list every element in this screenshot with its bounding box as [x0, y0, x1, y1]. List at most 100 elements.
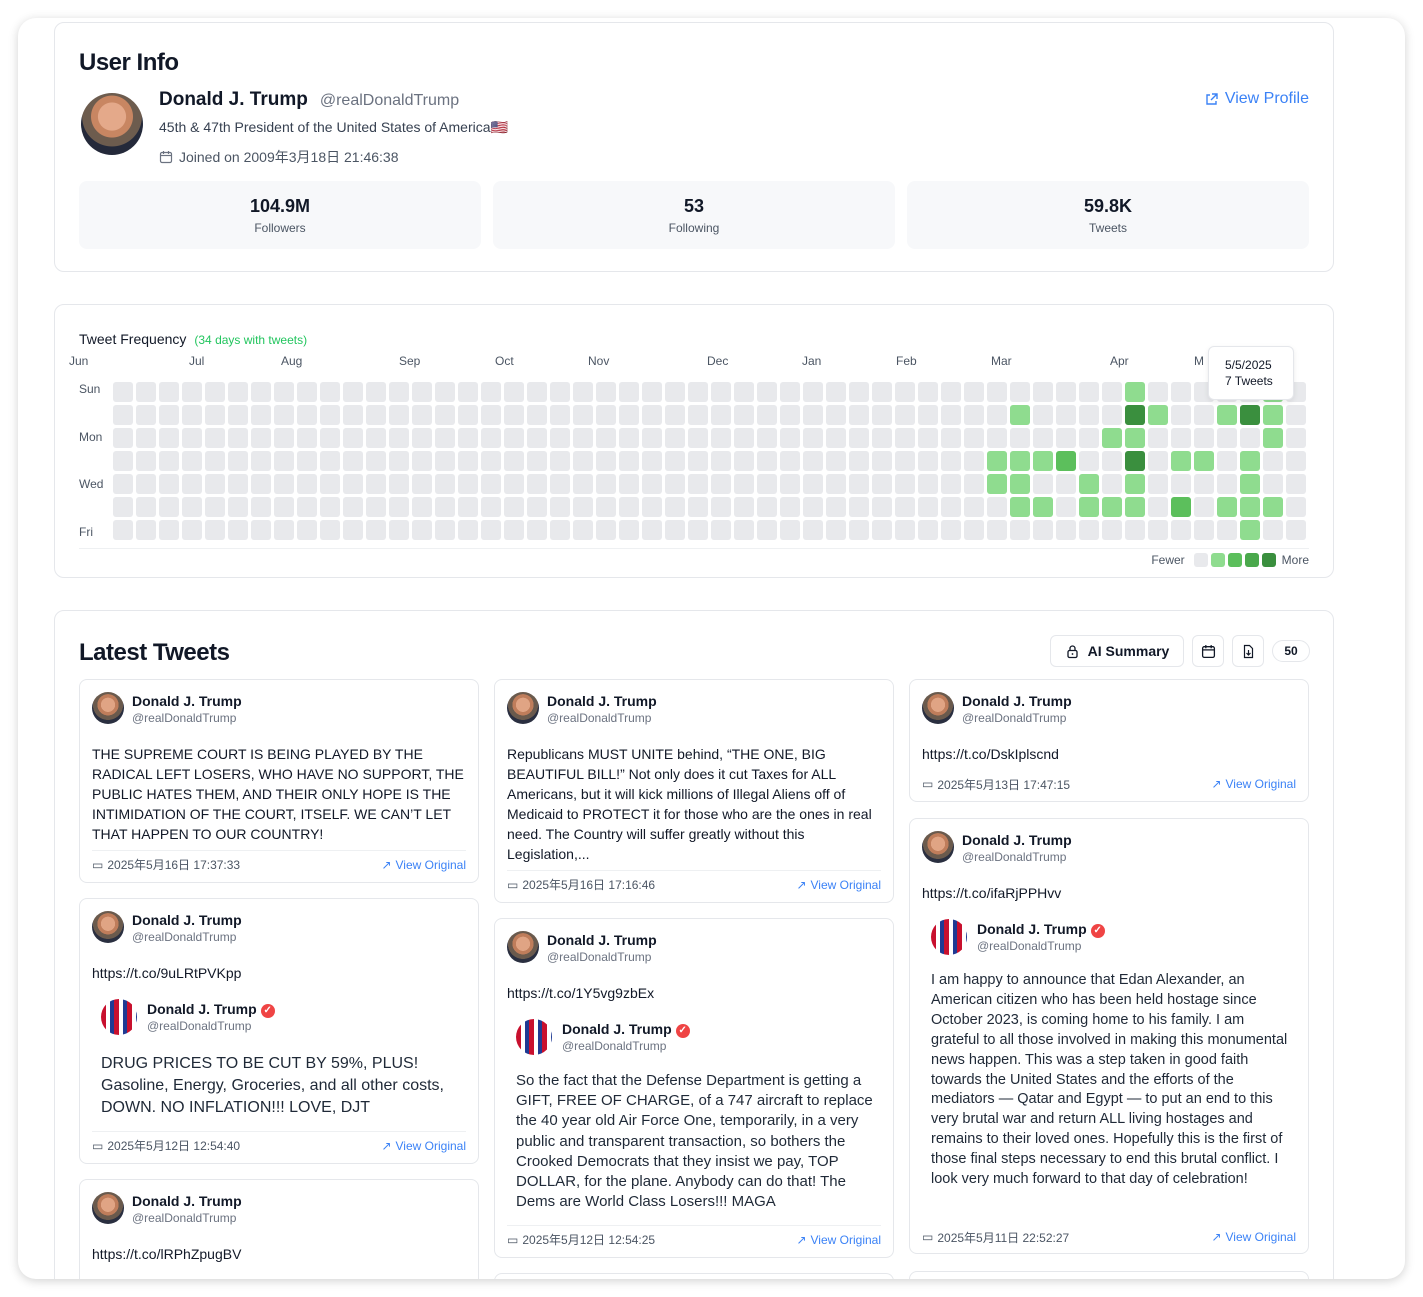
heatmap-cell[interactable] [1125, 520, 1145, 540]
heatmap-cell[interactable] [1171, 382, 1191, 402]
heatmap-cell[interactable] [1102, 405, 1122, 425]
heatmap-cell[interactable] [504, 520, 524, 540]
heatmap-cell[interactable] [734, 474, 754, 494]
heatmap-cell[interactable] [205, 474, 225, 494]
heatmap-cell[interactable] [481, 497, 501, 517]
heatmap-cell[interactable] [780, 497, 800, 517]
heatmap-cell[interactable] [366, 474, 386, 494]
heatmap-cell[interactable] [803, 405, 823, 425]
heatmap-cell[interactable] [964, 382, 984, 402]
heatmap-cell[interactable] [1240, 474, 1260, 494]
heatmap-cell[interactable] [1125, 405, 1145, 425]
heatmap-cell[interactable] [1194, 474, 1214, 494]
heatmap-cell[interactable] [113, 405, 133, 425]
heatmap-cell[interactable] [941, 474, 961, 494]
heatmap-cell[interactable] [1056, 405, 1076, 425]
heatmap-cell[interactable] [136, 520, 156, 540]
heatmap-cell[interactable] [159, 428, 179, 448]
heatmap-cell[interactable] [251, 382, 271, 402]
heatmap-cell[interactable] [1171, 451, 1191, 471]
heatmap-cell[interactable] [136, 405, 156, 425]
heatmap-cell[interactable] [274, 474, 294, 494]
heatmap-cell[interactable] [872, 428, 892, 448]
heatmap-cell[interactable] [366, 497, 386, 517]
heatmap-cell[interactable] [1148, 474, 1168, 494]
heatmap-cell[interactable] [182, 451, 202, 471]
heatmap-cell[interactable] [1102, 497, 1122, 517]
heatmap-cell[interactable] [665, 451, 685, 471]
heatmap-cell[interactable] [136, 451, 156, 471]
heatmap-cell[interactable] [711, 428, 731, 448]
heatmap-cell[interactable] [895, 451, 915, 471]
heatmap-cell[interactable] [182, 520, 202, 540]
heatmap-cell[interactable] [895, 520, 915, 540]
heatmap-cell[interactable] [941, 497, 961, 517]
heatmap-cell[interactable] [665, 428, 685, 448]
heatmap-cell[interactable] [1263, 451, 1283, 471]
heatmap-cell[interactable] [1217, 405, 1237, 425]
heatmap-cell[interactable] [665, 405, 685, 425]
heatmap-cell[interactable] [665, 520, 685, 540]
heatmap-cell[interactable] [987, 451, 1007, 471]
heatmap-cell[interactable] [642, 428, 662, 448]
heatmap-cell[interactable] [849, 497, 869, 517]
heatmap-cell[interactable] [734, 405, 754, 425]
heatmap-cell[interactable] [343, 497, 363, 517]
download-button[interactable] [1232, 635, 1264, 667]
heatmap-cell[interactable] [619, 497, 639, 517]
heatmap-cell[interactable] [182, 428, 202, 448]
heatmap-cell[interactable] [458, 451, 478, 471]
heatmap-cell[interactable] [849, 428, 869, 448]
heatmap-cell[interactable] [1056, 520, 1076, 540]
heatmap-cell[interactable] [665, 497, 685, 517]
heatmap-cell[interactable] [1194, 520, 1214, 540]
heatmap-cell[interactable] [1240, 520, 1260, 540]
heatmap-cell[interactable] [412, 405, 432, 425]
heatmap-cell[interactable] [1079, 382, 1099, 402]
heatmap-cell[interactable] [918, 497, 938, 517]
ai-summary-button[interactable]: AI Summary [1050, 635, 1184, 667]
heatmap-cell[interactable] [1079, 520, 1099, 540]
heatmap-cell[interactable] [1263, 405, 1283, 425]
heatmap-cell[interactable] [550, 382, 570, 402]
heatmap-cell[interactable] [1079, 428, 1099, 448]
heatmap-cell[interactable] [504, 497, 524, 517]
heatmap-cell[interactable] [987, 474, 1007, 494]
heatmap-cell[interactable] [504, 474, 524, 494]
heatmap-cell[interactable] [872, 497, 892, 517]
heatmap-cell[interactable] [964, 497, 984, 517]
heatmap-cell[interactable] [527, 428, 547, 448]
heatmap-cell[interactable] [1102, 382, 1122, 402]
heatmap-cell[interactable] [389, 405, 409, 425]
heatmap-cell[interactable] [1240, 405, 1260, 425]
heatmap-cell[interactable] [619, 405, 639, 425]
heatmap-cell[interactable] [251, 428, 271, 448]
heatmap-cell[interactable] [550, 474, 570, 494]
heatmap-cell[interactable] [596, 451, 616, 471]
heatmap-cell[interactable] [320, 520, 340, 540]
view-original-link[interactable]: ↗ View Original [1211, 1230, 1296, 1244]
heatmap-cell[interactable] [596, 474, 616, 494]
heatmap-cell[interactable] [527, 520, 547, 540]
heatmap-cell[interactable] [412, 451, 432, 471]
heatmap-cell[interactable] [527, 474, 547, 494]
heatmap-cell[interactable] [458, 382, 478, 402]
heatmap-cell[interactable] [573, 428, 593, 448]
heatmap-cell[interactable] [320, 474, 340, 494]
heatmap-cell[interactable] [711, 520, 731, 540]
heatmap-cell[interactable] [458, 474, 478, 494]
view-original-link[interactable]: ↗ View Original [381, 858, 466, 872]
heatmap-cell[interactable] [803, 382, 823, 402]
heatmap-cell[interactable] [1263, 497, 1283, 517]
heatmap-cell[interactable] [297, 382, 317, 402]
heatmap-cell[interactable] [573, 474, 593, 494]
heatmap-cell[interactable] [297, 451, 317, 471]
heatmap-cell[interactable] [297, 474, 317, 494]
heatmap-cell[interactable] [642, 497, 662, 517]
heatmap-cell[interactable] [228, 428, 248, 448]
heatmap-cell[interactable] [251, 405, 271, 425]
heatmap-cell[interactable] [987, 405, 1007, 425]
heatmap-cell[interactable] [918, 451, 938, 471]
heatmap-cell[interactable] [734, 497, 754, 517]
heatmap-cell[interactable] [481, 428, 501, 448]
